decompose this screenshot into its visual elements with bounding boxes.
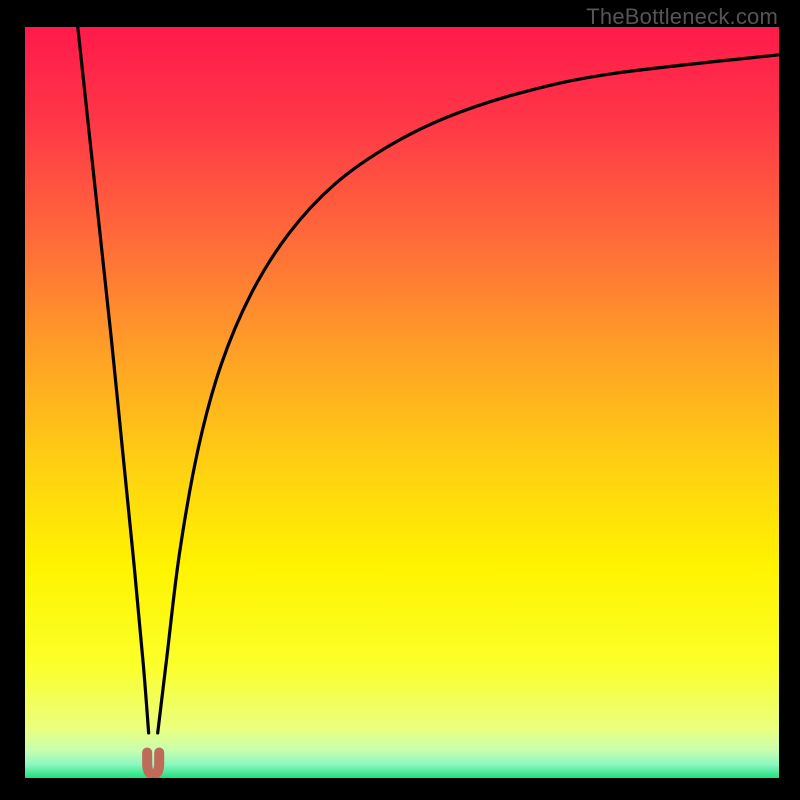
- chart-svg: [25, 27, 779, 778]
- chart-frame: TheBottleneck.com: [0, 0, 800, 800]
- watermark-text: TheBottleneck.com: [586, 4, 778, 30]
- plot-area: [25, 27, 779, 778]
